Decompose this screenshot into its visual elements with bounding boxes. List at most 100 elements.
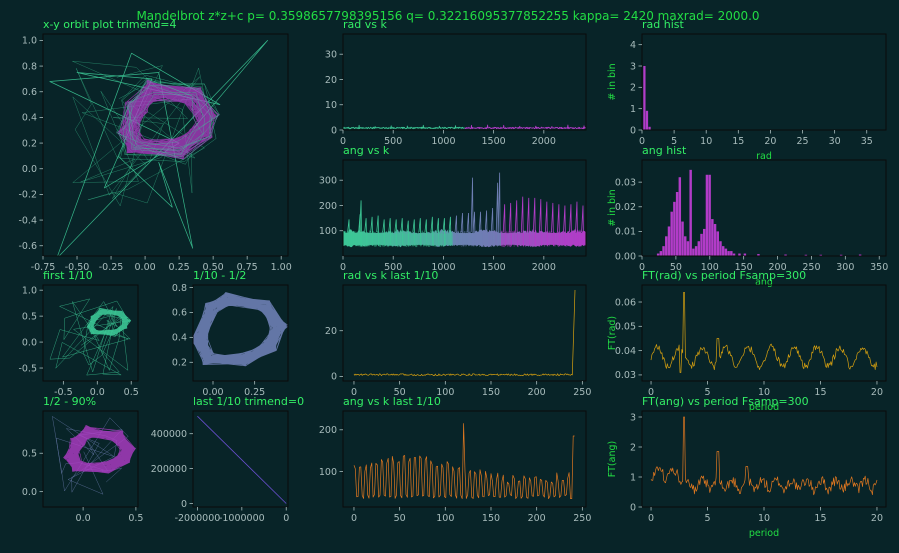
ang-hist-bar <box>719 241 721 256</box>
axes-orbit: -0.75 -0.50 -0.25 0.00 0.25 0.50 0.75 1.00 -0.6 -… <box>18 18 291 273</box>
ang-hist-bar <box>679 177 681 256</box>
plot-area-first_tenth <box>50 299 131 375</box>
ang-hist-bar <box>689 170 691 256</box>
panel-title: 1/2 - 90% <box>43 395 96 408</box>
x-tick-label: 0.5 <box>124 387 139 398</box>
axes-ang_last: 0 50 100 150 200 250100200ang vs k last 1/10 <box>319 395 592 524</box>
x-tick-label: 1500 <box>482 136 506 147</box>
ang-hist-bar <box>670 212 672 256</box>
axes-tenth_to_half: 0.00 0.250.20.40.60.81/10 - 1/2 <box>172 269 289 398</box>
y-tick-label: 2 <box>630 442 636 453</box>
first-tenth-ring <box>87 308 131 336</box>
x-tick-label: 0.0 <box>76 513 91 524</box>
x-tick-label: 300 <box>836 262 854 273</box>
y-tick-label: 3 <box>630 412 636 423</box>
y-axis-label: # in bin <box>607 189 618 226</box>
ang-hist-bar <box>725 249 727 256</box>
rad-hist-bar <box>646 111 648 130</box>
x-tick-label: 0 <box>648 513 654 524</box>
x-tick-label: -2000000 <box>175 513 221 524</box>
rad-series-line-late <box>465 35 586 129</box>
y-tick-label: 0.6 <box>172 308 187 319</box>
y-tick-label: 0.06 <box>615 297 636 308</box>
plot-area-ang_vs_k <box>343 173 586 248</box>
x-tick-label: 10 <box>700 136 712 147</box>
ang-hist-bar <box>730 251 732 256</box>
axes-frame <box>642 34 886 130</box>
ang-hist-bar <box>695 246 697 256</box>
y-tick-label: 0.02 <box>615 202 636 213</box>
rad-series-line-early <box>343 125 465 128</box>
ang-hist-bar <box>684 236 686 256</box>
y-tick-label: 0.0 <box>22 337 37 348</box>
y-tick-label: 0.5 <box>22 449 37 460</box>
y-tick-label: 300 <box>319 176 337 187</box>
y-tick-label: 0.2 <box>172 358 187 369</box>
rad-last-line <box>354 290 575 376</box>
y-tick-label: -0.6 <box>18 241 37 252</box>
y-tick-label: 0.4 <box>22 113 37 124</box>
plot-area-rad_hist <box>643 66 650 130</box>
ang-hist-bar <box>714 224 716 256</box>
y-tick-label: 0.05 <box>615 322 636 333</box>
axes-frame <box>642 411 886 507</box>
plot-area-orbit <box>50 40 268 258</box>
ang-hist-bar <box>717 231 719 256</box>
y-tick-label: 0.03 <box>615 177 636 188</box>
half-ninety-ring <box>64 425 136 473</box>
plot-area-last_tenth_trim <box>197 416 286 503</box>
plot-area-ft_ang <box>651 417 877 495</box>
y-tick-label: 1 <box>630 104 636 115</box>
x-tick-label: 0.25 <box>169 262 190 273</box>
x-tick-label: 30 <box>829 136 841 147</box>
y-tick-label: -0.2 <box>18 190 37 201</box>
x-tick-label: 20 <box>871 513 883 524</box>
x-tick-label: 20 <box>871 387 883 398</box>
y-tick-label: 1.0 <box>22 285 37 296</box>
x-tick-label: 1000 <box>431 136 455 147</box>
axes-frame <box>343 34 586 130</box>
plot-area-ang_hist <box>657 170 861 256</box>
y-tick-label: 0 <box>181 499 187 510</box>
panel-title: last 1/10 trimend=0 <box>193 395 304 408</box>
axes-ang_vs_k: 0 500 1000 1500 2000 100 200 300 ang vs k <box>319 144 586 273</box>
tenth-half-ring <box>192 293 289 366</box>
y-axis-label: FT(ang) <box>607 441 618 477</box>
ang-hist-bar <box>687 241 689 256</box>
panel-title: x-y orbit plot trimend=4 <box>43 18 177 31</box>
ang-hist-bar <box>706 175 708 256</box>
x-tick-label: 150 <box>482 513 500 524</box>
panel-title: FT(ang) vs period Fsamp=300 <box>642 395 809 408</box>
x-tick-label: 0 <box>283 513 289 524</box>
panel-title: ang vs k last 1/10 <box>343 395 441 408</box>
y-tick-label: 0.8 <box>22 61 37 72</box>
plot-area-tenth_to_half <box>192 293 289 366</box>
ang-hist-bar <box>692 249 694 256</box>
ft-ang-line <box>651 417 877 495</box>
y-tick-label: 1 <box>630 472 636 483</box>
y-tick-label: 200000 <box>151 464 187 475</box>
axes-ft_rad: 0 5 10 15 20 0.03 0.04 0.05 0.06 FT(rad) vs perio… <box>607 269 886 413</box>
y-tick-label: 0.0 <box>22 487 37 498</box>
y-tick-label: 0 <box>331 372 337 383</box>
plot-area-rad_last <box>354 290 575 376</box>
plot-area-rad_vs_k <box>343 35 586 129</box>
ang-hist-bar <box>700 234 702 256</box>
x-tick-label: 50 <box>394 513 406 524</box>
y-tick-label: -0.4 <box>18 215 37 226</box>
x-tick-label: 10 <box>758 513 770 524</box>
y-tick-label: 0.04 <box>615 346 636 357</box>
y-axis-label: FT(rad) <box>607 316 618 350</box>
y-tick-label: 1.0 <box>22 36 37 47</box>
y-tick-label: 0.03 <box>615 370 636 381</box>
y-tick-label: 100 <box>319 226 337 237</box>
x-tick-label: 100 <box>436 513 454 524</box>
y-tick-label: 20 <box>325 75 337 86</box>
y-tick-label: 0.6 <box>22 87 37 98</box>
ang-hist-bar <box>727 251 729 256</box>
ang-hist-bar <box>676 192 678 256</box>
y-tick-label: 0.5 <box>22 311 37 322</box>
axes-frame <box>343 285 586 381</box>
ang-hist-bar <box>722 246 724 256</box>
ang-hist-bar <box>681 222 683 256</box>
